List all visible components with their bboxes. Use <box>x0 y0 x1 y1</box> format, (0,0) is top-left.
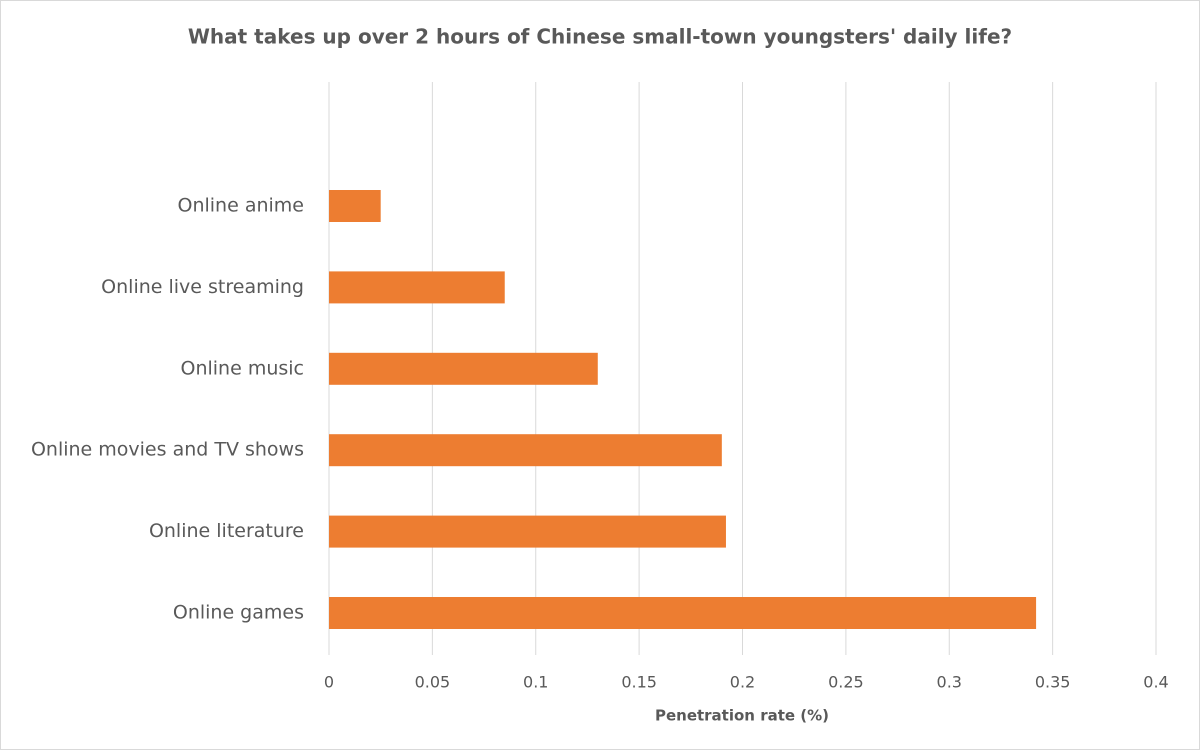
y-tick-label: Online anime <box>178 195 305 217</box>
x-axis-title: Penetration rate (%) <box>655 707 829 725</box>
x-tick-label: 0 <box>324 673 334 692</box>
y-tick-label: Online games <box>173 602 304 624</box>
x-tick-label: 0.35 <box>1035 673 1071 692</box>
bar <box>329 352 598 385</box>
bar <box>329 271 505 304</box>
bar <box>329 515 726 548</box>
x-tick-label: 0.2 <box>730 673 755 692</box>
chart-title: What takes up over 2 hours of Chinese sm… <box>188 25 1012 49</box>
x-tick-label: 0.05 <box>415 673 451 692</box>
y-tick-label: Online movies and TV shows <box>31 439 304 461</box>
y-tick-label: Online music <box>181 357 305 379</box>
x-tick-label: 0.4 <box>1143 673 1168 692</box>
bar <box>329 190 381 222</box>
x-tick-label: 0.25 <box>828 673 864 692</box>
x-tick-label: 0.3 <box>937 673 962 692</box>
y-tick-label: Online live streaming <box>101 276 304 298</box>
y-tick-label: Online literature <box>149 520 304 542</box>
bar <box>329 434 722 467</box>
x-tick-label: 0.1 <box>523 673 548 692</box>
bar <box>329 597 1037 629</box>
x-tick-label: 0.15 <box>621 673 657 692</box>
